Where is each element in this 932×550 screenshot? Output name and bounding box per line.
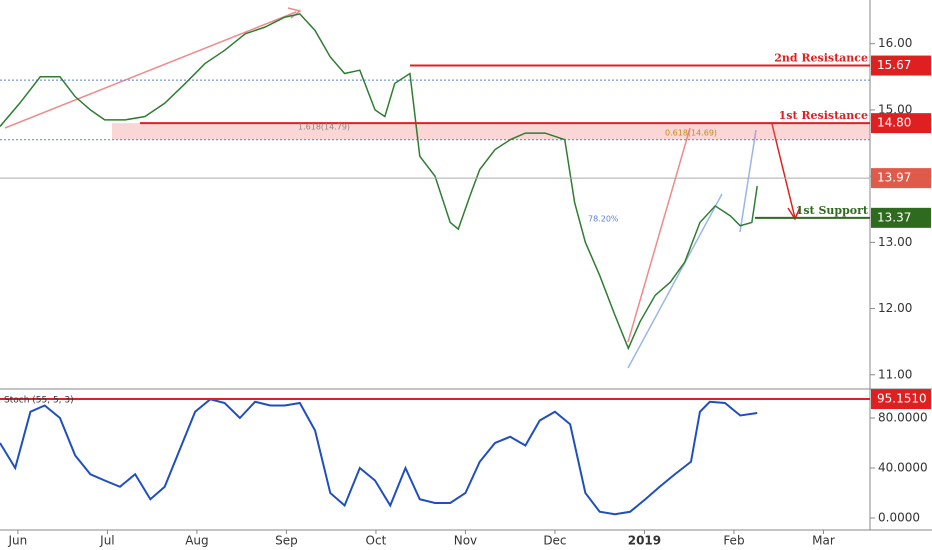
series-line xyxy=(0,398,758,516)
x-tick-label: Oct xyxy=(366,534,387,548)
y-tick-label: 16.00 xyxy=(878,36,912,50)
level-label: 14.80 xyxy=(877,116,911,130)
y-tick-label: 15.00 xyxy=(878,102,912,116)
y-tick-label: 80.0000 xyxy=(878,411,928,425)
x-tick-label: Dec xyxy=(543,534,566,548)
arrow-head xyxy=(787,206,801,221)
level-label: 95.1510 xyxy=(877,392,927,406)
series-line xyxy=(0,13,758,351)
x-tick-label: Sep xyxy=(275,534,298,548)
x-tick-label: 2019 xyxy=(628,534,661,548)
x-tick-label: Mar xyxy=(812,534,835,548)
trend-arrow xyxy=(4,11,297,129)
y-tick-label: 0.0000 xyxy=(878,511,920,525)
level-label: 13.37 xyxy=(877,210,911,224)
level-box xyxy=(871,113,931,134)
level-label: 13.97 xyxy=(877,171,911,185)
level-box xyxy=(871,55,931,76)
resistance-zone xyxy=(112,123,870,140)
level-name: 1st Resistance xyxy=(779,109,868,122)
y-tick-label: 40.0000 xyxy=(878,461,928,475)
trend-arrow xyxy=(627,127,691,343)
indicator-title: Stoch (55, 5, 3) xyxy=(4,396,74,406)
level-name: 2nd Resistance xyxy=(774,52,868,65)
forecast-arrow xyxy=(771,123,796,219)
y-tick-label: 11.00 xyxy=(878,367,912,381)
trend-arrow xyxy=(739,129,757,233)
fib-label: 78.20% xyxy=(588,215,619,224)
x-tick-label: Jul xyxy=(99,534,114,548)
level-label: 15.67 xyxy=(877,58,911,72)
level-box xyxy=(871,207,931,228)
level-box xyxy=(871,389,931,410)
trend-arrow xyxy=(627,193,723,369)
level-box xyxy=(871,168,931,189)
fib-label: 0.618(14.69) xyxy=(665,129,717,138)
level-name: 1st Support xyxy=(796,204,869,217)
fib-label: 1.618(14.79) xyxy=(298,123,350,132)
y-tick-label: 13.00 xyxy=(878,235,912,249)
x-tick-label: Jun xyxy=(8,534,28,548)
x-tick-label: Nov xyxy=(454,534,477,548)
x-tick-label: Aug xyxy=(185,534,208,548)
y-tick-label: 12.00 xyxy=(878,301,912,315)
x-tick-label: Feb xyxy=(723,534,744,548)
drawings xyxy=(4,7,801,369)
